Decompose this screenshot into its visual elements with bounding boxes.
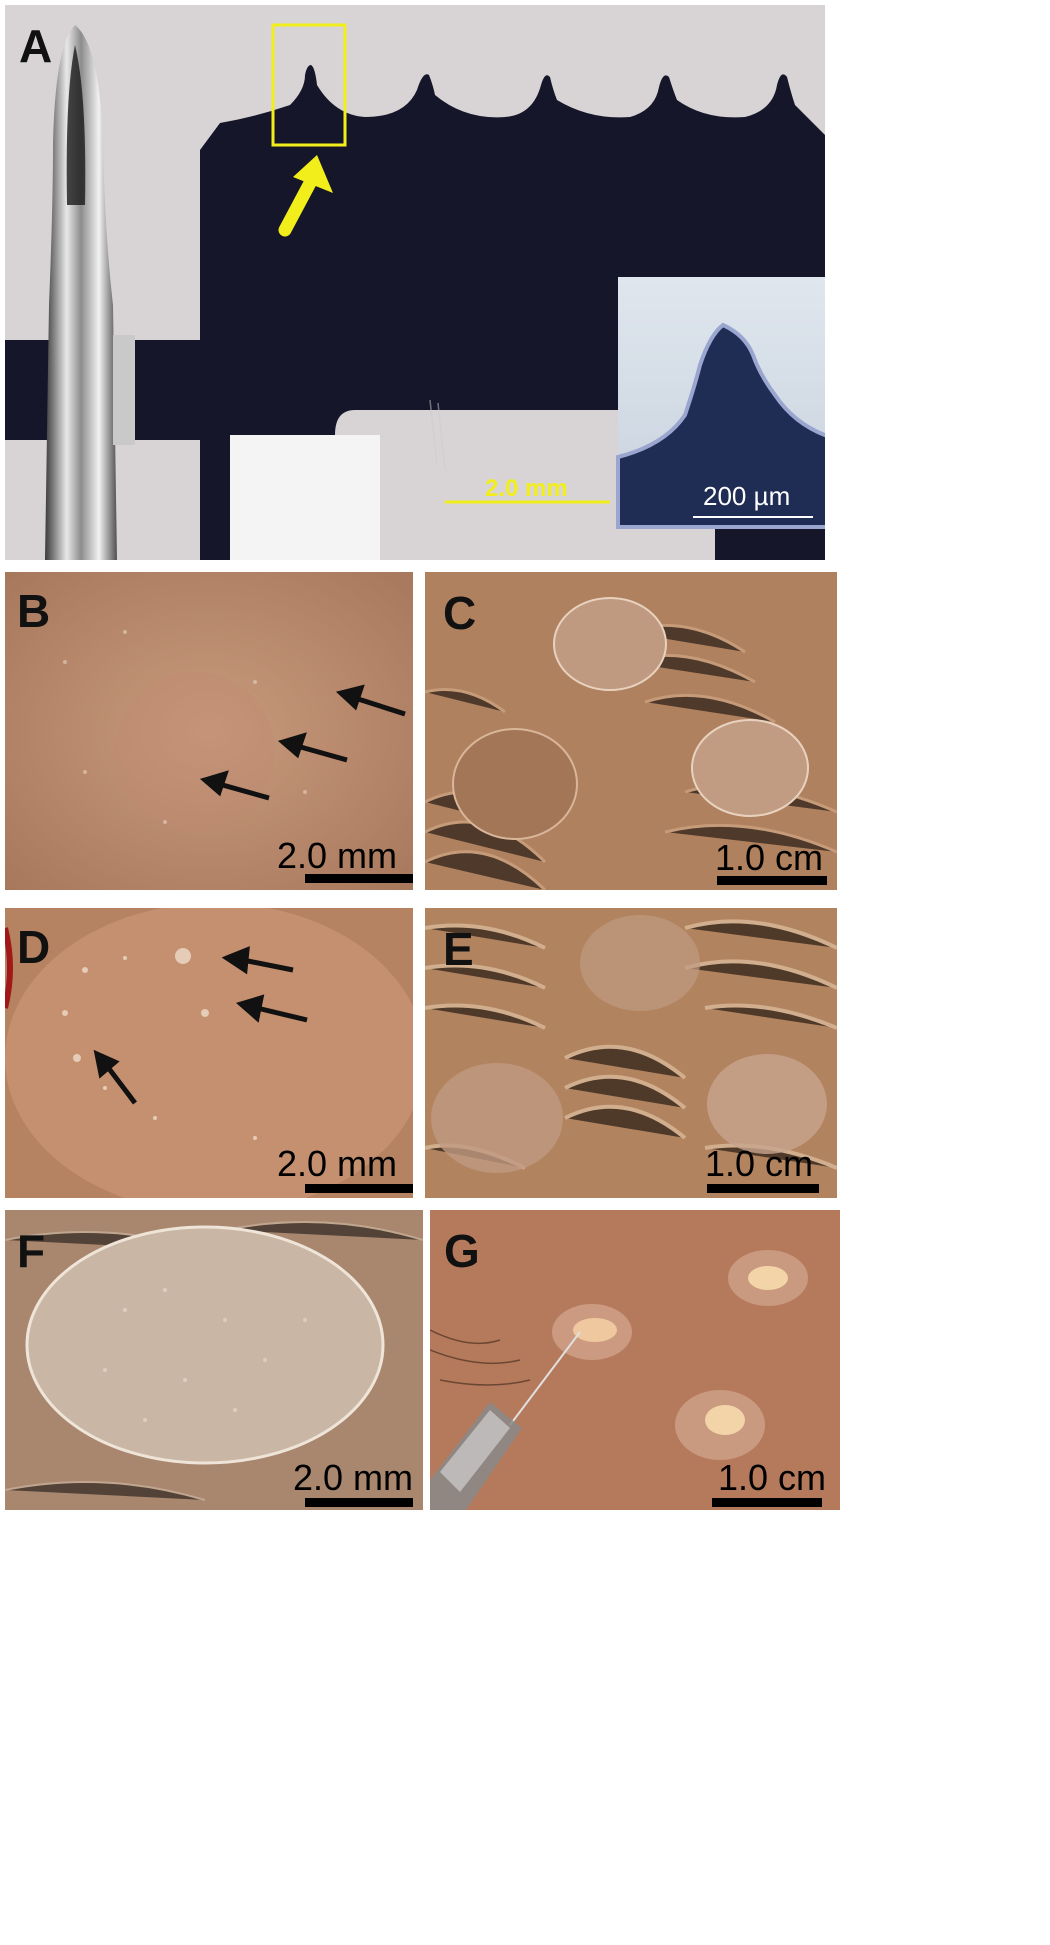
- scale-label-c: 1.0 cm: [715, 837, 824, 878]
- patch-spot: [580, 915, 700, 1011]
- panel-label-g: G: [444, 1225, 480, 1277]
- panel-label-e: E: [443, 923, 474, 975]
- panel-d: D 2.0 mm: [5, 908, 413, 1198]
- panel-label-d: D: [17, 921, 51, 973]
- panel-g: G 1.0 cm: [430, 1210, 840, 1510]
- panel-label-a: A: [19, 20, 53, 72]
- syringe-icon: [430, 1331, 581, 1510]
- panel-d-photo: [5, 908, 413, 1198]
- patch-spot: [452, 728, 578, 840]
- panel-a-photo: [5, 5, 825, 560]
- scale-bar-c: [717, 876, 827, 885]
- patch-spot: [431, 1063, 563, 1173]
- panel-b-photo: [5, 572, 413, 890]
- panel-e: E 1.0 cm: [425, 908, 837, 1198]
- scale-bar-f: [305, 1498, 413, 1507]
- patch-spot: [553, 597, 667, 691]
- panel-label-f: F: [17, 1225, 46, 1277]
- scale-label-e: 1.0 cm: [705, 1143, 814, 1184]
- panel-e-photo: [425, 908, 837, 1198]
- panel-label-b: B: [17, 585, 51, 637]
- scale-label-g: 1.0 cm: [718, 1457, 827, 1498]
- panel-c-photo: [425, 572, 837, 890]
- scale-bar-g: [712, 1498, 822, 1507]
- panel-a: A 2.0 mm 200 µm: [5, 5, 825, 560]
- black-arrow-icon: [199, 684, 406, 801]
- panel-b: B 2.0 mm: [5, 572, 413, 890]
- inset-image: [616, 277, 825, 529]
- scale-bar-e: [707, 1184, 819, 1193]
- scale-label-b: 2.0 mm: [277, 835, 398, 876]
- hypodermic-needle: [45, 25, 117, 560]
- panel-f-photo: [5, 1210, 423, 1510]
- panel-label-c: C: [443, 587, 477, 639]
- highlight-box: [271, 23, 347, 147]
- scale-bar-d: [305, 1184, 413, 1193]
- scale-label-a: 2.0 mm: [485, 475, 568, 502]
- panel-c: C 1.0 cm: [425, 572, 837, 890]
- scale-label-d: 2.0 mm: [277, 1143, 398, 1184]
- black-arrow-icon: [93, 946, 308, 1105]
- panel-g-photo: [430, 1210, 840, 1510]
- yellow-arrow-icon: [278, 155, 333, 237]
- inset-scale-label: 200 µm: [703, 481, 791, 511]
- patch-spot: [691, 719, 809, 817]
- patch-spot: [707, 1054, 827, 1154]
- scale-bar-b: [305, 874, 413, 883]
- scale-label-f: 2.0 mm: [293, 1457, 414, 1498]
- panel-f: F 2.0 mm: [5, 1210, 423, 1510]
- microneedle-patch: [25, 1225, 385, 1465]
- microneedle-sheet: [200, 65, 825, 560]
